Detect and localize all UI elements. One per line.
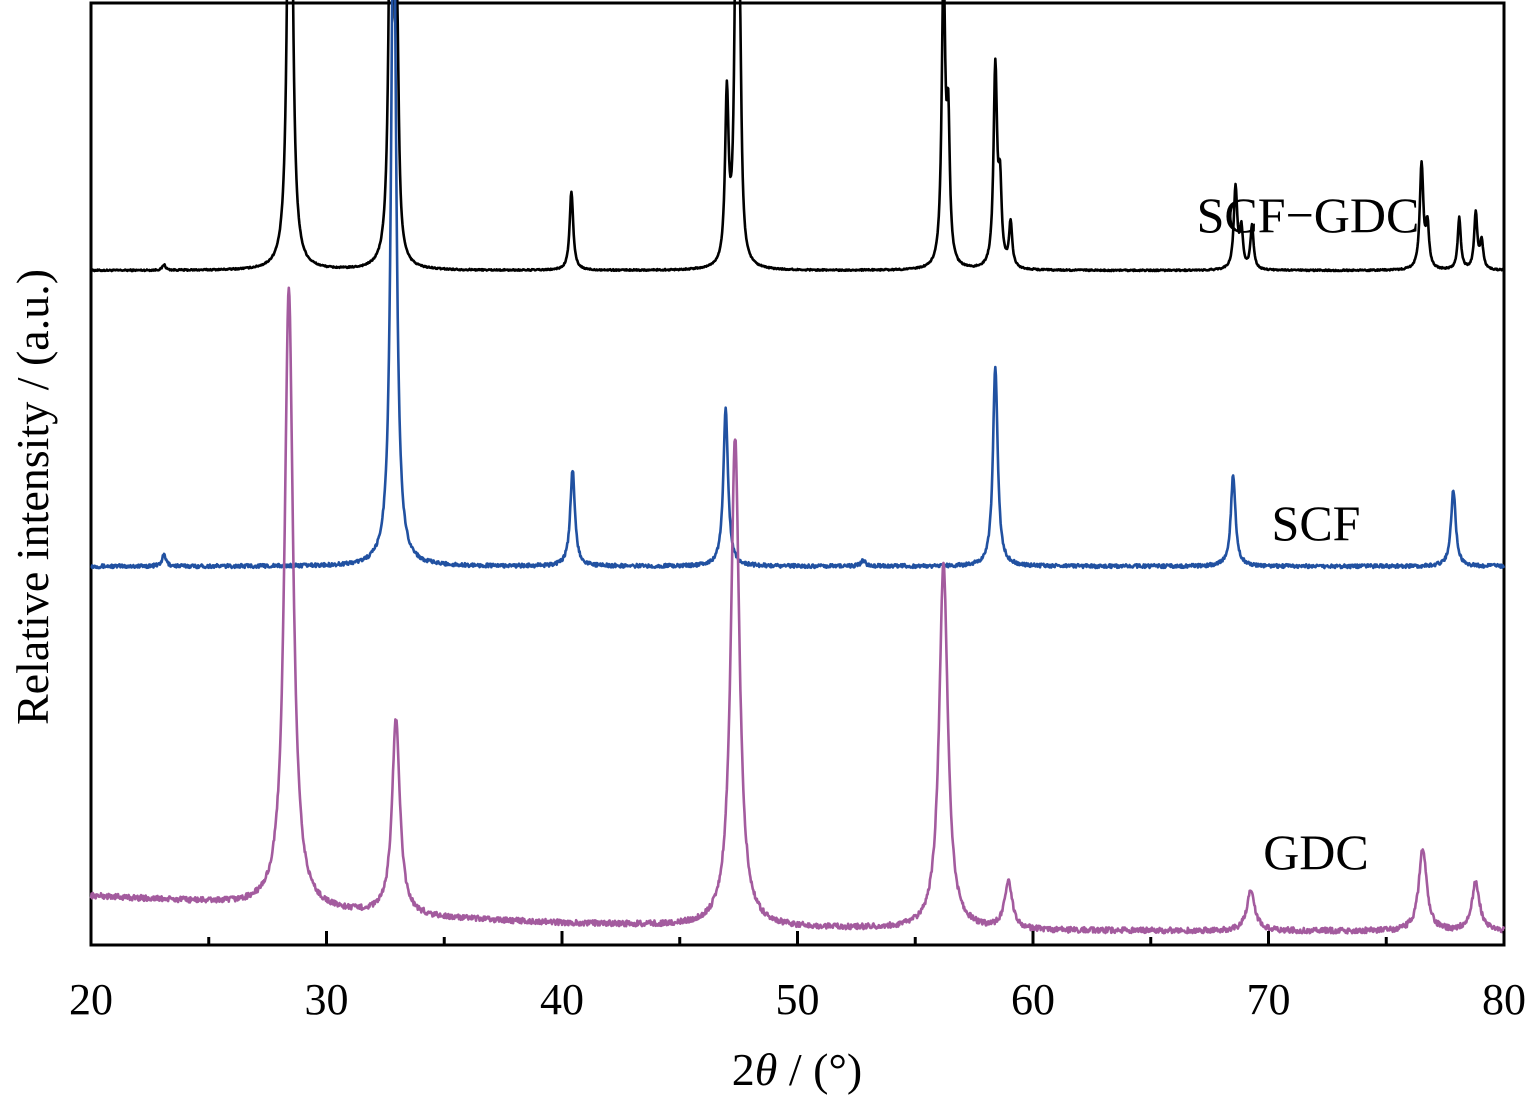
series-label-scf-gdc: SCF−GDC bbox=[1197, 187, 1420, 243]
x-tick-label: 70 bbox=[1247, 975, 1291, 1024]
x-tick-label: 60 bbox=[1011, 975, 1055, 1024]
series-label-scf: SCF bbox=[1272, 495, 1361, 551]
series-label-gdc: GDC bbox=[1263, 824, 1369, 880]
x-axis-title: 2θ / (°) bbox=[732, 1044, 862, 1095]
series-line-scf bbox=[90, 0, 1506, 570]
series-group bbox=[89, 0, 1506, 935]
series-labels: SCF−GDC SCF GDC bbox=[1197, 187, 1420, 880]
x-tick-label: 80 bbox=[1482, 975, 1526, 1024]
x-tick-label: 50 bbox=[776, 975, 820, 1024]
series-line-gdc bbox=[89, 286, 1506, 935]
series-line-scf-gdc bbox=[90, 0, 1505, 273]
y-axis-title: Relative intensity / (a.u.) bbox=[7, 269, 58, 725]
x-tick-label: 20 bbox=[69, 975, 113, 1024]
plot-frame bbox=[89, 1, 1506, 947]
x-tick-label: 30 bbox=[305, 975, 349, 1024]
x-tick-label: 40 bbox=[540, 975, 584, 1024]
x-ticks: 20 30 40 50 60 70 80 bbox=[69, 931, 1526, 1024]
